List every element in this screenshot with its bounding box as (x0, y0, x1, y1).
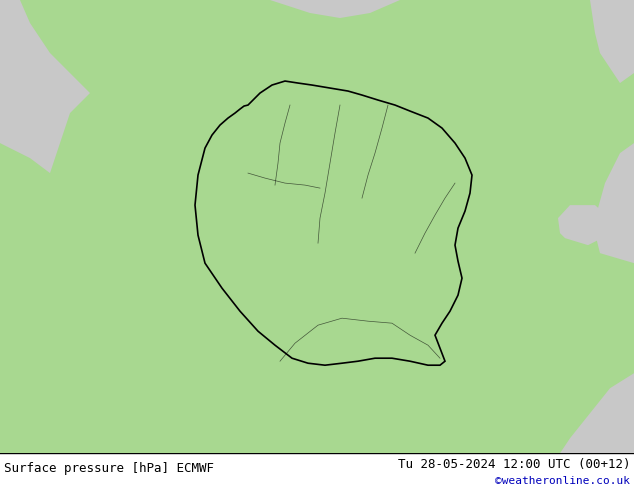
Polygon shape (0, 0, 634, 453)
Polygon shape (595, 143, 634, 263)
Polygon shape (195, 81, 472, 365)
Text: Tu 28-05-2024 12:00 UTC (00+12): Tu 28-05-2024 12:00 UTC (00+12) (398, 458, 630, 471)
Polygon shape (560, 373, 634, 453)
Text: ©weatheronline.co.uk: ©weatheronline.co.uk (495, 476, 630, 486)
Polygon shape (270, 0, 400, 18)
Polygon shape (0, 0, 634, 453)
Polygon shape (0, 0, 90, 173)
Polygon shape (590, 0, 634, 83)
Polygon shape (558, 205, 610, 245)
Text: Surface pressure [hPa] ECMWF: Surface pressure [hPa] ECMWF (4, 462, 214, 475)
